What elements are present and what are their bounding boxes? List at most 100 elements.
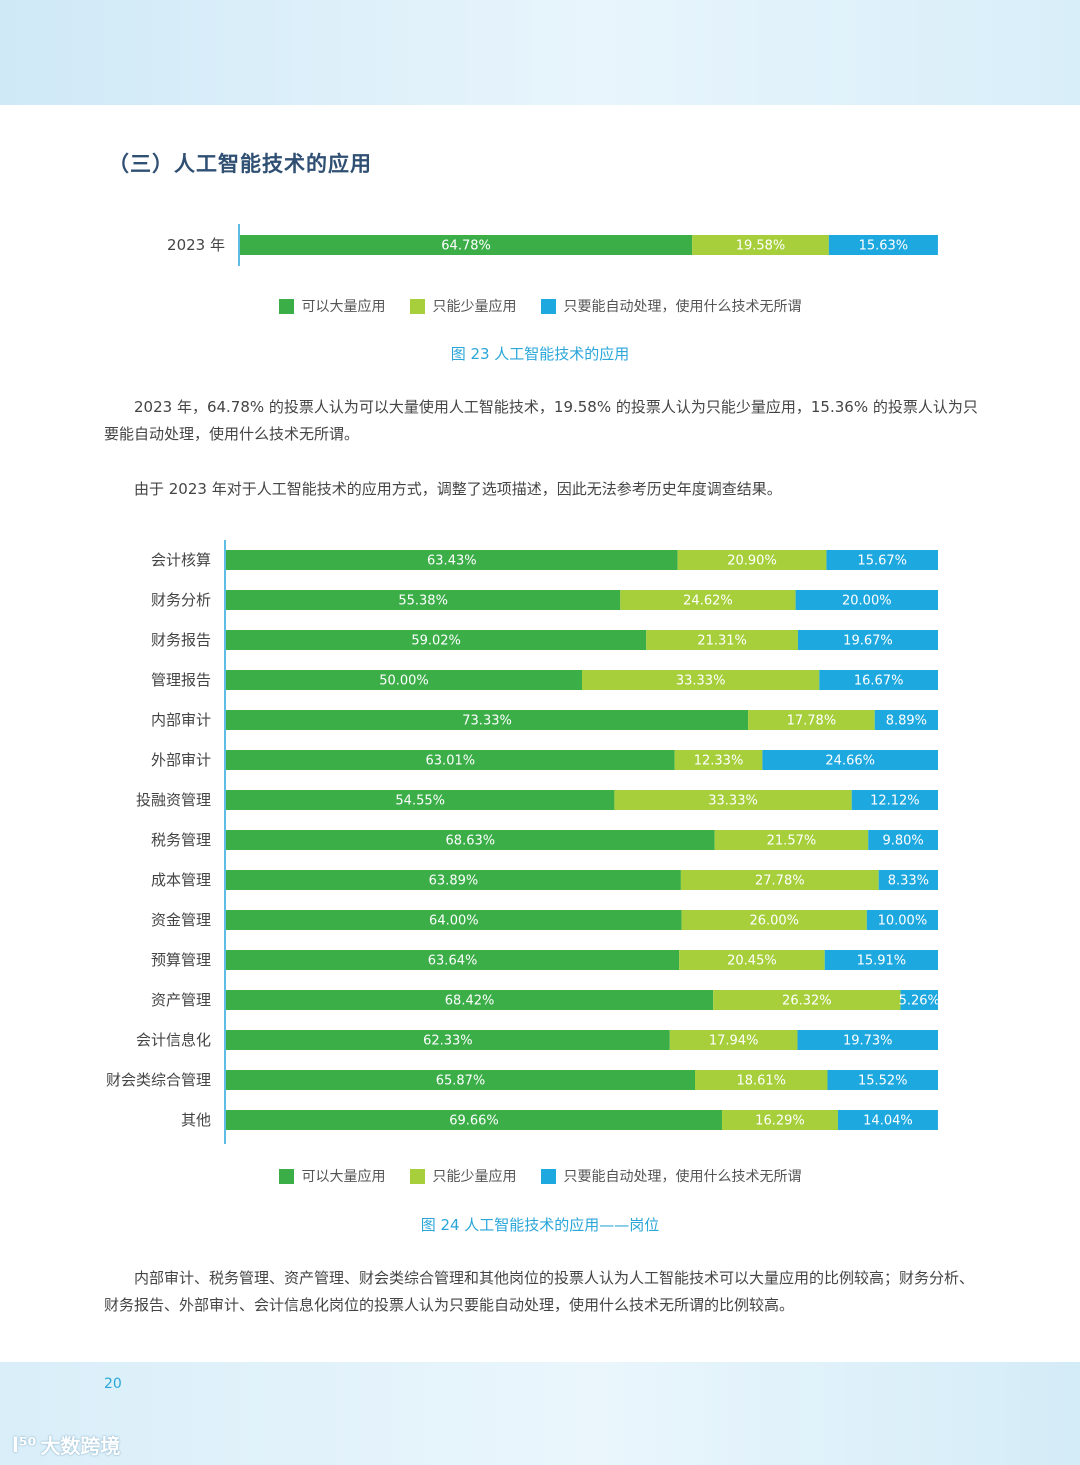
bar-segment (679, 950, 825, 970)
legend-swatch-blue (540, 1168, 556, 1184)
chart-ai-application-2023: 2023 年 64.78% 19.58% 15.63% (167, 224, 938, 266)
category-label: 资金管理 (151, 911, 211, 929)
data-label: 20.90% (727, 554, 777, 569)
data-label: 19.73% (843, 1034, 893, 1049)
data-label: 15.63% (859, 239, 909, 254)
data-label: 17.94% (709, 1034, 759, 1049)
bar-segment (713, 990, 901, 1010)
category-label: 财会类综合管理 (106, 1071, 211, 1089)
figure-caption-23: 图 23 人工智能技术的应用 (450, 345, 630, 363)
data-label: 65.87% (436, 1074, 486, 1089)
bar-segment (680, 870, 879, 890)
bar-segment (797, 1030, 938, 1050)
data-label: 15.91% (857, 954, 907, 969)
bar-segment (851, 790, 938, 810)
legend-item-heavy: 可以大量应用 (278, 1166, 386, 1186)
data-label: 63.89% (429, 874, 479, 889)
data-label: 5.26% (899, 994, 940, 1009)
legend-label: 可以大量应用 (301, 1169, 386, 1185)
data-label: 9.80% (882, 834, 923, 849)
data-label: 15.52% (858, 1074, 908, 1089)
bar-segment (226, 750, 675, 770)
data-label: 68.63% (446, 834, 496, 849)
data-label: 64.00% (429, 914, 479, 929)
legend-item-auto: 只要能自动处理，使用什么技术无所谓 (540, 1166, 802, 1186)
category-label: 财务报告 (151, 631, 211, 649)
bar-segment (226, 790, 615, 810)
category-label: 税务管理 (151, 831, 211, 849)
bar-segment (797, 630, 938, 650)
legend-label: 可以大量应用 (301, 299, 386, 315)
category-label: 2023 年 (167, 236, 225, 254)
data-label: 10.00% (878, 914, 928, 929)
category-label: 财务分析 (151, 591, 211, 609)
bar-segment (824, 950, 938, 970)
data-label: 8.89% (886, 714, 927, 729)
bar-segment (226, 630, 647, 650)
data-label: 33.33% (708, 794, 758, 809)
bar-segment (226, 870, 681, 890)
data-label: 14.04% (863, 1114, 913, 1129)
legend-item-auto: 只要能自动处理，使用什么技术无所谓 (540, 296, 802, 316)
data-label: 64.78% (441, 239, 491, 254)
legend-item-light: 只能少量应用 (409, 1166, 517, 1186)
bar-segment (620, 590, 796, 610)
paragraph-2: 由于 2023 年对于人工智能技术的应用方式，调整了选项描述，因此无法参考历史年… (134, 480, 782, 498)
bar-segment (677, 550, 827, 570)
category-label: 资产管理 (151, 991, 211, 1009)
data-label: 26.32% (782, 994, 832, 1009)
data-label: 69.66% (449, 1114, 499, 1129)
paragraph-1: 2023 年，64.78% 的投票人认为可以大量使用人工智能技术，19.58% … (104, 398, 978, 443)
data-label: 62.33% (423, 1034, 473, 1049)
data-label: 16.29% (755, 1114, 805, 1129)
bar-segment (795, 590, 938, 610)
data-label: 19.58% (736, 239, 786, 254)
bar-segment (748, 710, 875, 730)
bar-segment (828, 235, 938, 255)
figure-caption-24: 图 24 人工智能技术的应用——岗位 (420, 1216, 660, 1234)
data-label: 18.61% (736, 1074, 786, 1089)
bottom-band (0, 1362, 1080, 1465)
legend-label: 只要能自动处理，使用什么技术无所谓 (563, 1169, 802, 1185)
legend-item-heavy: 可以大量应用 (278, 296, 386, 316)
bar-segment (827, 1070, 938, 1090)
legend-label: 只能少量应用 (432, 299, 517, 315)
category-label: 外部审计 (151, 751, 211, 769)
paragraph-3: 内部审计、税务管理、资产管理、财会类综合管理和其他岗位的投票人认为人工智能技术可… (104, 1269, 975, 1314)
bar-segment (226, 710, 749, 730)
data-label: 16.67% (854, 674, 904, 689)
legend-swatch-green (278, 1168, 294, 1184)
category-label: 预算管理 (151, 951, 211, 969)
bar-segment (226, 1030, 670, 1050)
bar-segment (762, 750, 938, 770)
bar-segment (226, 590, 621, 610)
bar-segment (646, 630, 798, 650)
data-label: 24.62% (683, 594, 733, 609)
brand-watermark: l⁵⁰ 大数跨境 (12, 1430, 120, 1459)
data-label: 26.00% (749, 914, 799, 929)
data-label: 63.43% (427, 554, 477, 569)
data-label: 24.66% (825, 754, 875, 769)
bar-segment (837, 1110, 938, 1130)
bar-segment (226, 950, 680, 970)
bar-segment (582, 670, 820, 690)
category-label: 成本管理 (151, 871, 211, 889)
bar-segment (226, 670, 582, 690)
page-number: 20 (104, 1376, 122, 1392)
data-label: 73.33% (462, 714, 512, 729)
bar-segment (226, 1070, 695, 1090)
legend-chart-23: 可以大量应用 只能少量应用 只要能自动处理，使用什么技术无所谓 (0, 296, 1080, 316)
category-label: 投融资管理 (136, 791, 211, 809)
bar-segment (674, 750, 763, 770)
bar-segment (874, 710, 938, 730)
bar-segment (878, 870, 938, 890)
data-label: 55.38% (398, 594, 448, 609)
data-label: 63.64% (428, 954, 478, 969)
bar-segment (226, 830, 715, 850)
data-label: 68.42% (445, 994, 495, 1009)
bar-segment (240, 235, 693, 255)
data-label: 27.78% (755, 874, 805, 889)
bar-segment (694, 1070, 828, 1090)
category-label: 会计信息化 (136, 1031, 211, 1049)
category-label: 管理报告 (151, 671, 211, 689)
